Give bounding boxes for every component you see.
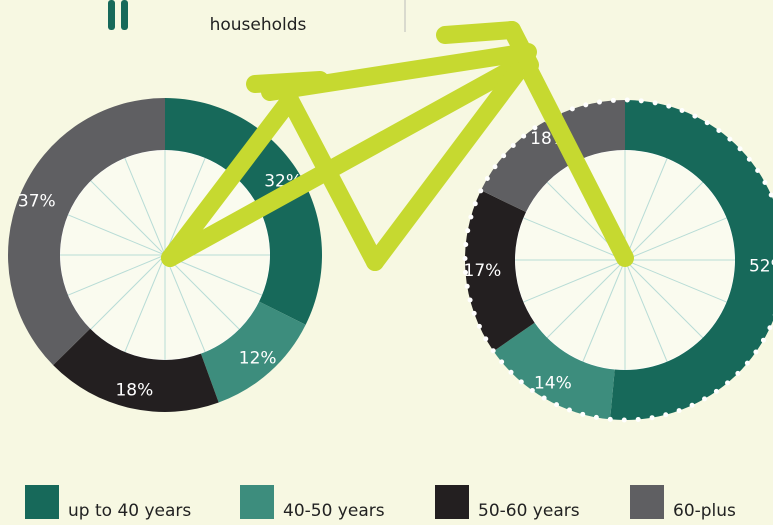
value-label: 18% [115,381,153,401]
icon-bar [108,0,115,30]
legend-swatch [240,485,274,519]
value-label: 14% [534,373,572,393]
value-label: 52% [749,257,773,277]
infographic: households 32%12%18%37%52%14%17%18% up t… [0,0,773,525]
legend-label: 50-60 years [478,501,580,521]
legend-swatch [25,485,59,519]
legend-swatch [435,485,469,519]
value-label: 37% [18,191,56,211]
legend-swatch [630,485,664,519]
legend: up to 40 years 40-50 years 50-60 years 60-p… [25,485,736,521]
legend-label: 40-50 years [283,501,385,521]
value-label: 12% [239,349,277,369]
icon-bar [121,0,128,30]
value-label: 17% [464,261,502,281]
legend-label: 60-plus [673,501,736,521]
header-text: households [210,15,307,35]
legend-label: up to 40 years [68,501,191,521]
